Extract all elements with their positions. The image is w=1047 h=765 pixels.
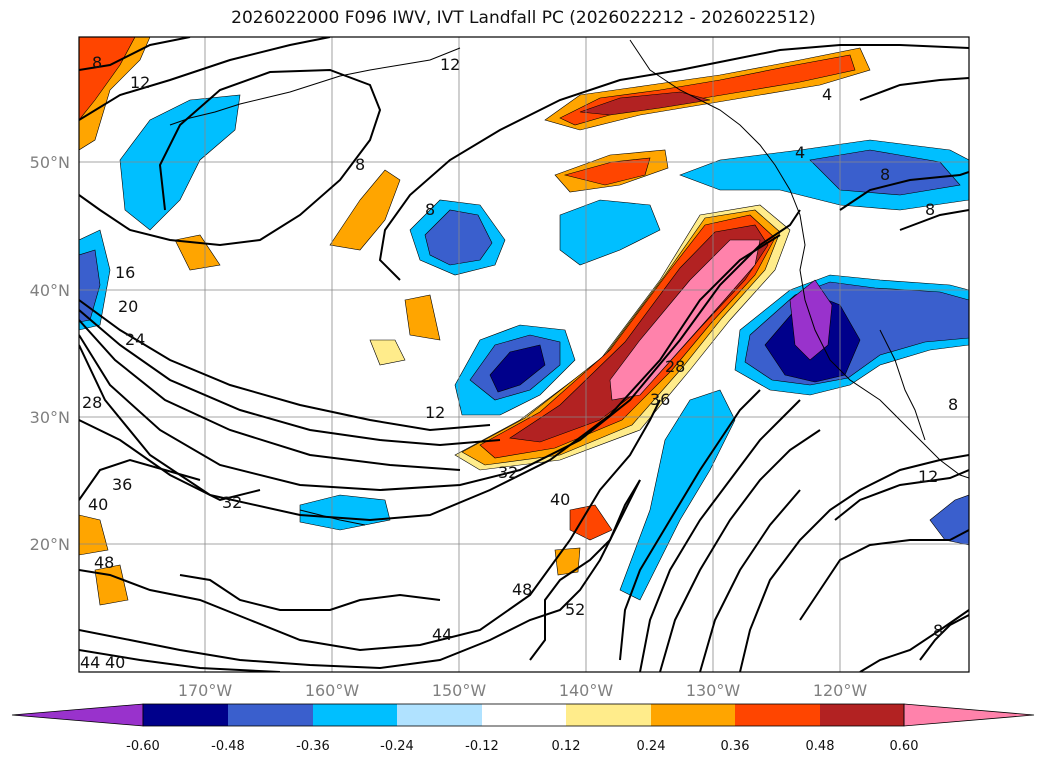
contour-label: 8 [933, 621, 943, 640]
colorbar-tick-label: 0.12 [552, 739, 581, 754]
pos-region-small-3 [369, 339, 406, 366]
contour-label: 8 [355, 155, 365, 174]
contour-label: 8 [425, 200, 435, 219]
colorbar-segment [313, 704, 397, 726]
contour-label: 40 [550, 490, 570, 509]
contour-label: 16 [115, 263, 135, 282]
colorbar-tick-label: -0.36 [296, 739, 330, 754]
colorbar-segment [566, 704, 651, 726]
contour-label: 8 [948, 395, 958, 414]
contour-label: 8 [880, 165, 890, 184]
colorbar-tick-label: 0.36 [721, 739, 750, 754]
ar-band-pink [609, 239, 761, 401]
pos-region-central-n [329, 169, 401, 251]
lat-label: 50°N [30, 153, 70, 172]
contour-label: 28 [82, 393, 102, 412]
contour-label-group: 8 12 12 8 8 4 4 8 8 16 20 24 28 36 40 32… [80, 53, 958, 672]
contour-label: 48 [512, 580, 532, 599]
map-title: 2026022000 F096 IWV, IVT Landfall PC (20… [231, 8, 816, 28]
contour-label: 36 [650, 390, 670, 409]
contour-label: 32 [498, 463, 518, 482]
neg-region-central-deep [489, 344, 546, 393]
neg-region-nw [119, 94, 241, 231]
contour-label: 12 [918, 467, 938, 486]
longitude-labels: 170°W 160°W 150°W 140°W 130°W 120°W [178, 681, 868, 700]
contour-label: 8 [92, 53, 102, 72]
colorbar-tick-label: 0.48 [806, 739, 835, 754]
colorbar-tick-label: 0.24 [637, 739, 666, 754]
contour-label: 40 [105, 653, 125, 672]
pos-region-nw-inner [79, 37, 136, 121]
colorbar: -0.60 -0.48 -0.36 -0.24 -0.12 0.12 0.24 … [11, 703, 1035, 754]
contour-label: 44 [432, 625, 452, 644]
contour-label: 4 [822, 85, 832, 104]
contour-label: 4 [795, 143, 805, 162]
lon-label: 150°W [432, 681, 487, 700]
colorbar-segment [651, 704, 735, 726]
pos-region-small-5 [94, 564, 129, 606]
contour-label: 48 [94, 553, 114, 572]
neg-region-north-inner [424, 209, 493, 266]
lat-label: 30°N [30, 408, 70, 427]
latitude-labels: 50°N 40°N 30°N 20°N [30, 153, 70, 554]
lon-label: 130°W [686, 681, 741, 700]
contour-label: 8 [925, 200, 935, 219]
lat-label: 20°N [30, 535, 70, 554]
colorbar-segment [903, 703, 1035, 727]
contour-label: 24 [125, 330, 145, 349]
contour-label: 12 [440, 55, 460, 74]
pos-region-gulf-core [579, 91, 711, 116]
contour-label: 36 [112, 475, 132, 494]
pos-region-small-7 [554, 547, 581, 576]
colorbar-tick-label: 0.60 [890, 739, 919, 754]
lat-label: 40°N [30, 281, 70, 300]
neg-region-se [929, 494, 969, 546]
colorbar-tick-label: -0.60 [126, 739, 160, 754]
map-plot-area [79, 37, 969, 672]
contour-label: 40 [88, 495, 108, 514]
contour-lines [79, 37, 969, 672]
contour-label: 52 [565, 600, 585, 619]
colorbar-segment [143, 704, 228, 726]
colorbar-tick-label: -0.12 [465, 739, 499, 754]
contour-label: 32 [222, 493, 242, 512]
contour-label: 12 [130, 73, 150, 92]
colorbar-segment [482, 704, 566, 726]
lon-label: 120°W [813, 681, 868, 700]
colorbar-segment [820, 704, 904, 726]
neg-region-hawaii [299, 494, 391, 531]
lon-label: 170°W [178, 681, 233, 700]
colorbar-segment [397, 704, 482, 726]
neg-region-mid-n [559, 199, 661, 266]
colorbar-tick-label: -0.48 [211, 739, 245, 754]
pos-region-small-1 [174, 234, 221, 271]
neg-region-ca-core [789, 279, 833, 361]
lon-label: 140°W [559, 681, 614, 700]
graticule [79, 37, 969, 672]
map-frame [78, 36, 970, 673]
contour-label: 12 [425, 403, 445, 422]
contour-label: 28 [665, 357, 685, 376]
neg-region-south-ar [619, 389, 736, 601]
colorbar-segment [228, 704, 313, 726]
lon-label: 160°W [305, 681, 360, 700]
pos-region-small-2 [404, 294, 441, 341]
colorbar-tick-label: -0.24 [380, 739, 414, 754]
pos-region-small-6 [79, 514, 109, 556]
contour-label: 44 [80, 653, 100, 672]
colorbar-segment [735, 704, 820, 726]
colorbar-ticks: -0.60 -0.48 -0.36 -0.24 -0.12 0.12 0.24 … [126, 739, 918, 754]
contour-label: 20 [118, 297, 138, 316]
colorbar-segment [11, 703, 144, 727]
